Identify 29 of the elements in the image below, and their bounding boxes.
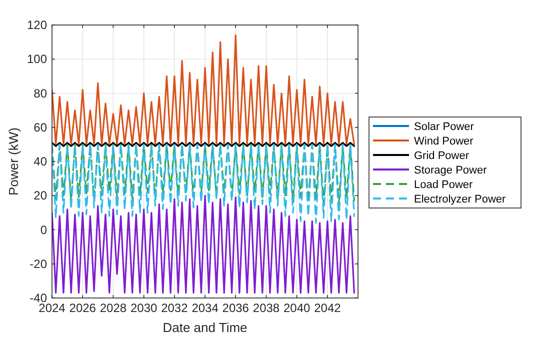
line-series — [52, 144, 355, 205]
x-tick-label: 2032 — [161, 301, 188, 315]
line-series — [52, 34, 355, 146]
legend-label: Load Power — [414, 179, 474, 191]
x-tick-label: 2030 — [130, 301, 158, 315]
legend-label: Storage Power — [414, 164, 488, 176]
y-tick-label: 120 — [26, 18, 48, 32]
x-tick-label: 2036 — [222, 301, 250, 315]
legend-label: Grid Power — [414, 150, 470, 162]
x-tick-label: 2040 — [283, 301, 311, 315]
x-tick-label: 2028 — [100, 301, 127, 315]
x-axis-title: Date and Time — [162, 320, 248, 335]
x-tick-label: 2042 — [314, 301, 342, 315]
legend-label: Electrolyzer Power — [414, 194, 506, 206]
y-tick-label: 80 — [34, 86, 48, 100]
y-tick-label: -20 — [30, 256, 48, 271]
y-tick-label: 0 — [40, 222, 48, 237]
y-tick-label: 20 — [34, 188, 48, 203]
x-tick-label: 2038 — [252, 301, 280, 315]
y-axis-title: Power (kW) — [6, 128, 21, 196]
legend-label: Solar Power — [414, 121, 474, 133]
x-tick-label: 2026 — [69, 301, 96, 315]
y-tick-label: 100 — [26, 52, 48, 66]
x-tick-label: 2034 — [192, 301, 219, 315]
y-tick-label: 60 — [34, 120, 48, 134]
line-series — [52, 144, 355, 224]
y-tick-label: 40 — [34, 154, 48, 168]
line-series — [52, 194, 355, 294]
legend-label: Wind Power — [414, 136, 474, 148]
